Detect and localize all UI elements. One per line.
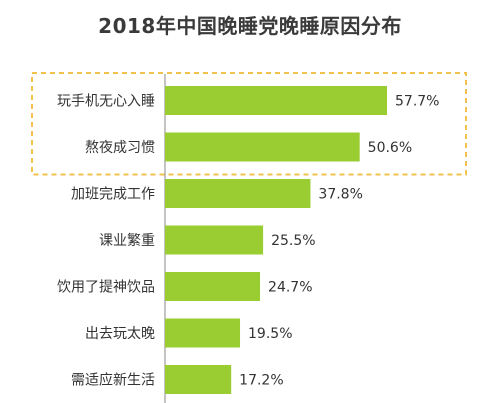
category-label-7: 需适应新生活	[71, 372, 155, 389]
highlight-box	[31, 72, 467, 176]
value-label-4: 25.5%	[271, 233, 315, 249]
bar-4	[165, 225, 264, 255]
bar-6	[165, 318, 241, 348]
category-label-3: 加班完成工作	[71, 187, 155, 203]
value-label-1: 57.7%	[395, 94, 439, 110]
value-label-7: 17.2%	[239, 373, 283, 389]
highlight-layer	[31, 72, 467, 176]
bar-3	[165, 179, 311, 208]
category-label-2: 熬夜成习惯	[85, 139, 155, 156]
value-label-6: 19.5%	[248, 326, 292, 342]
bar-1	[165, 86, 387, 115]
value-label-2: 50.6%	[368, 140, 412, 156]
bar-2	[165, 132, 360, 162]
category-label-5: 饮用了提神饮品	[57, 280, 155, 296]
bar-7	[165, 365, 232, 394]
chart-title: 2018年中国晚睡党晚睡原因分布	[98, 14, 402, 38]
value-label-3: 37.8%	[318, 187, 362, 203]
bars-layer: 玩手机无心入睡 57.7% 熬夜成习惯 50.6% 加班完成工作 37.8% 课业繁重 25.…	[57, 86, 439, 394]
category-label-1: 玩手机无心入睡	[57, 94, 155, 110]
category-label-4: 课业繁重	[99, 233, 155, 249]
value-label-5: 24.7%	[268, 280, 312, 296]
category-label-6: 出去玩太晚	[85, 326, 155, 342]
bar-5	[165, 272, 261, 301]
